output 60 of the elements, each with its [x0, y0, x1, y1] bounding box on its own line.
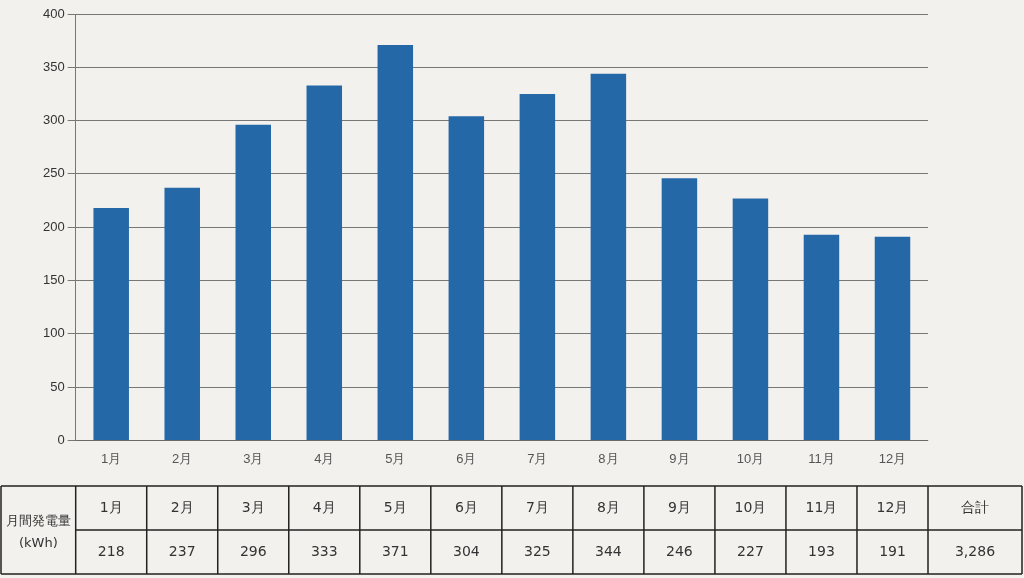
x-tick-label: 7月 — [527, 450, 548, 466]
x-tick-label: 3月 — [243, 450, 264, 466]
y-tick-label: 250 — [42, 165, 65, 181]
x-tick-label: 9月 — [669, 450, 690, 466]
category-label: 11月 — [805, 498, 838, 515]
data-label: 218 — [97, 542, 125, 559]
y-tick-label: 400 — [42, 5, 65, 21]
bar — [874, 236, 911, 440]
x-tick-label: 4月 — [314, 450, 335, 466]
bar — [93, 208, 129, 440]
bar — [448, 116, 485, 440]
y-tick-label: 50 — [50, 378, 65, 394]
bar — [235, 124, 272, 440]
data-label: 191 — [879, 542, 906, 559]
category-label: 7月 — [525, 498, 549, 515]
x-tick-label: 8月 — [598, 450, 619, 466]
bar — [164, 187, 200, 440]
category-label: 2月 — [170, 498, 194, 515]
category-label: 4月 — [312, 498, 336, 515]
bar — [519, 93, 556, 440]
y-tick-label: 150 — [42, 272, 65, 288]
data-label: 325 — [523, 542, 551, 559]
y-tick-label: 100 — [42, 325, 65, 341]
x-tick-label: 6月 — [456, 450, 477, 466]
x-tick-label: 1月 — [101, 450, 122, 466]
bar — [590, 73, 627, 440]
category-label: 12月 — [876, 498, 909, 515]
bar — [306, 85, 343, 440]
bar — [377, 44, 414, 440]
x-tick-label: 11月 — [808, 450, 835, 466]
text: 合計 — [961, 498, 989, 515]
data-label: 371 — [381, 542, 409, 559]
category-label: 8月 — [596, 498, 620, 515]
bar — [732, 198, 769, 440]
y-tick-label: 350 — [42, 58, 65, 74]
y-axis-title: 月間発電量(kWh) — [5, 513, 71, 551]
y-tick-label: 0 — [57, 431, 65, 447]
data-label: 193 — [808, 542, 835, 559]
category-label: 9月 — [667, 498, 691, 515]
y-tick-label: 200 — [42, 218, 65, 234]
category-label: 1月 — [99, 498, 123, 515]
x-tick-label: 5月 — [385, 450, 406, 466]
data-label: 296 — [239, 542, 267, 559]
text: 3,286 — [954, 542, 996, 559]
category-label: 6月 — [454, 498, 478, 515]
data-label: 344 — [595, 542, 622, 559]
data-label: 333 — [310, 542, 338, 559]
x-tick-label: 10月 — [736, 450, 765, 466]
data-label: 246 — [666, 542, 693, 559]
x-tick-label: 2月 — [172, 450, 193, 466]
bar — [661, 178, 698, 440]
bar — [803, 234, 840, 440]
data-label: 304 — [452, 542, 480, 559]
x-tick-label: 12月 — [878, 450, 907, 466]
category-label: 3月 — [241, 498, 265, 515]
y-tick-label: 300 — [42, 112, 65, 128]
category-label: 10月 — [734, 498, 767, 515]
data-label: 237 — [168, 542, 196, 559]
category-label: 5月 — [383, 498, 407, 515]
data-label: 227 — [737, 542, 764, 559]
